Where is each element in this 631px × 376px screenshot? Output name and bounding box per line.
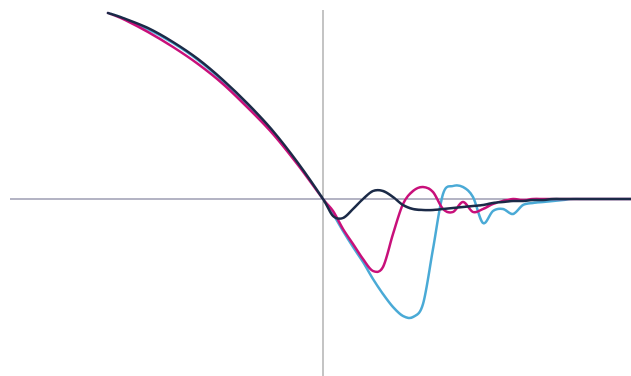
line [106,11,631,320]
line [106,11,631,220]
